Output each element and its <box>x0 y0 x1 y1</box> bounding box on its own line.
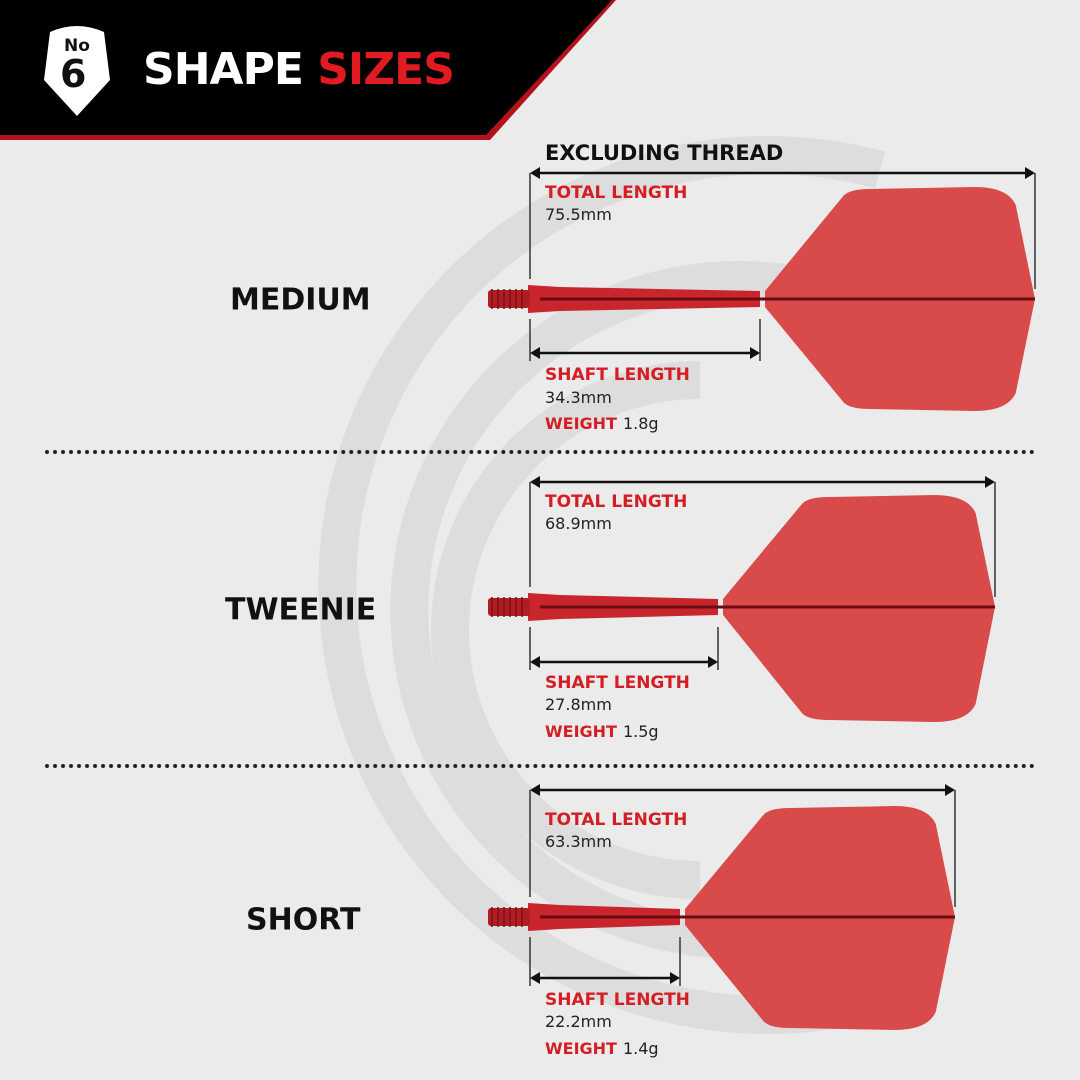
total-length-value: 68.9mm <box>545 514 612 533</box>
total-length-value: 75.5mm <box>545 205 612 224</box>
row-name-medium: MEDIUM <box>230 282 371 318</box>
weight-label: WEIGHT <box>545 722 617 741</box>
weight-value: 1.8g <box>622 414 659 433</box>
total-length-label: TOTAL LENGTH <box>545 492 688 512</box>
row-name-short: SHORT <box>246 902 361 938</box>
title-red: SIZES <box>317 44 455 95</box>
shaft-length-value: 27.8mm <box>545 695 612 714</box>
thread <box>488 908 530 926</box>
excluding-thread-note: EXCLUDING THREAD <box>545 141 784 165</box>
header-banner <box>0 0 616 140</box>
badge-number: 6 <box>60 52 87 96</box>
total-length-label: TOTAL LENGTH <box>545 810 688 830</box>
page-title: SHAPE SIZES <box>143 44 455 95</box>
flight-shield-icon <box>44 26 110 116</box>
shaft-length-value: 34.3mm <box>545 388 612 407</box>
total-length-value: 63.3mm <box>545 832 612 851</box>
divider <box>45 450 1035 454</box>
badge-no: No <box>64 36 90 56</box>
weight-value: 1.5g <box>622 722 659 741</box>
shaft-length-label: SHAFT LENGTH <box>545 673 690 693</box>
shaft-length-label: SHAFT LENGTH <box>545 990 690 1010</box>
weight: WEIGHT 1.5g <box>545 722 659 741</box>
thread <box>488 290 530 308</box>
shaft-length-value: 22.2mm <box>545 1012 612 1031</box>
weight-value: 1.4g <box>622 1039 659 1058</box>
title-white: SHAPE <box>143 44 304 95</box>
weight: WEIGHT 1.8g <box>545 414 659 433</box>
weight-label: WEIGHT <box>545 414 617 433</box>
row-name-tweenie: TWEENIE <box>225 592 377 628</box>
weight-label: WEIGHT <box>545 1039 617 1058</box>
divider <box>45 764 1035 768</box>
total-length-label: TOTAL LENGTH <box>545 183 688 203</box>
shaft-length-label: SHAFT LENGTH <box>545 365 690 385</box>
weight: WEIGHT 1.4g <box>545 1039 659 1058</box>
thread <box>488 598 530 616</box>
